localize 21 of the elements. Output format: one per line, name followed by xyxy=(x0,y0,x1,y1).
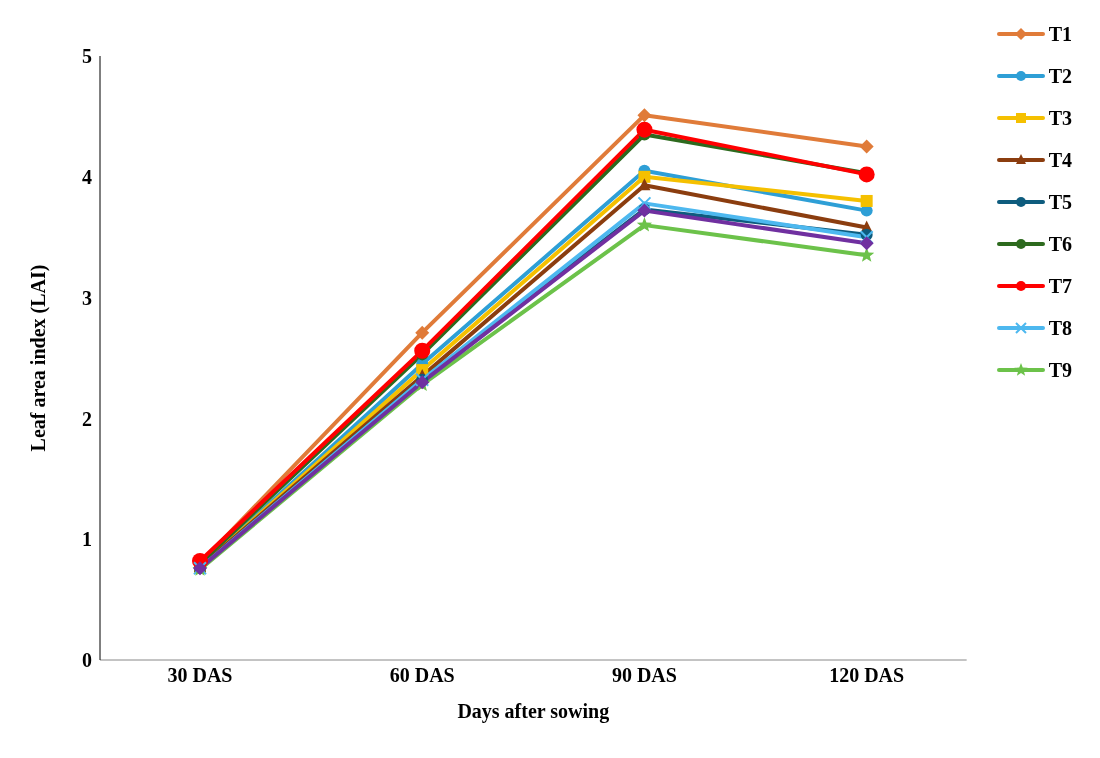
x-axis-title: Days after sowing xyxy=(457,700,610,723)
legend-label: T8 xyxy=(1048,316,1072,340)
legend-label: T7 xyxy=(1048,274,1072,298)
x-tick-label: 90 DAS xyxy=(611,664,677,687)
legend-label: T1 xyxy=(1048,22,1072,46)
x-tick-label: 60 DAS xyxy=(389,664,455,687)
legend-label: T5 xyxy=(1048,190,1072,214)
y-tick-label: 4 xyxy=(82,165,92,188)
legend-label: T3 xyxy=(1048,106,1072,130)
y-tick-label: 5 xyxy=(82,45,92,68)
x-tick-label: 30 DAS xyxy=(167,664,233,687)
y-tick-label: 2 xyxy=(82,407,92,430)
legend-label: T6 xyxy=(1048,232,1072,256)
y-axis-title: Leaf area index (LAI) xyxy=(27,264,51,452)
legend-label: T2 xyxy=(1048,64,1072,88)
y-tick-label: 1 xyxy=(82,528,92,551)
y-tick-label: 0 xyxy=(82,649,92,672)
x-tick-label: 120 DAS xyxy=(829,664,905,687)
y-tick-label: 3 xyxy=(82,286,92,309)
legend-label: T9 xyxy=(1048,358,1072,382)
legend-label: T4 xyxy=(1048,148,1072,172)
